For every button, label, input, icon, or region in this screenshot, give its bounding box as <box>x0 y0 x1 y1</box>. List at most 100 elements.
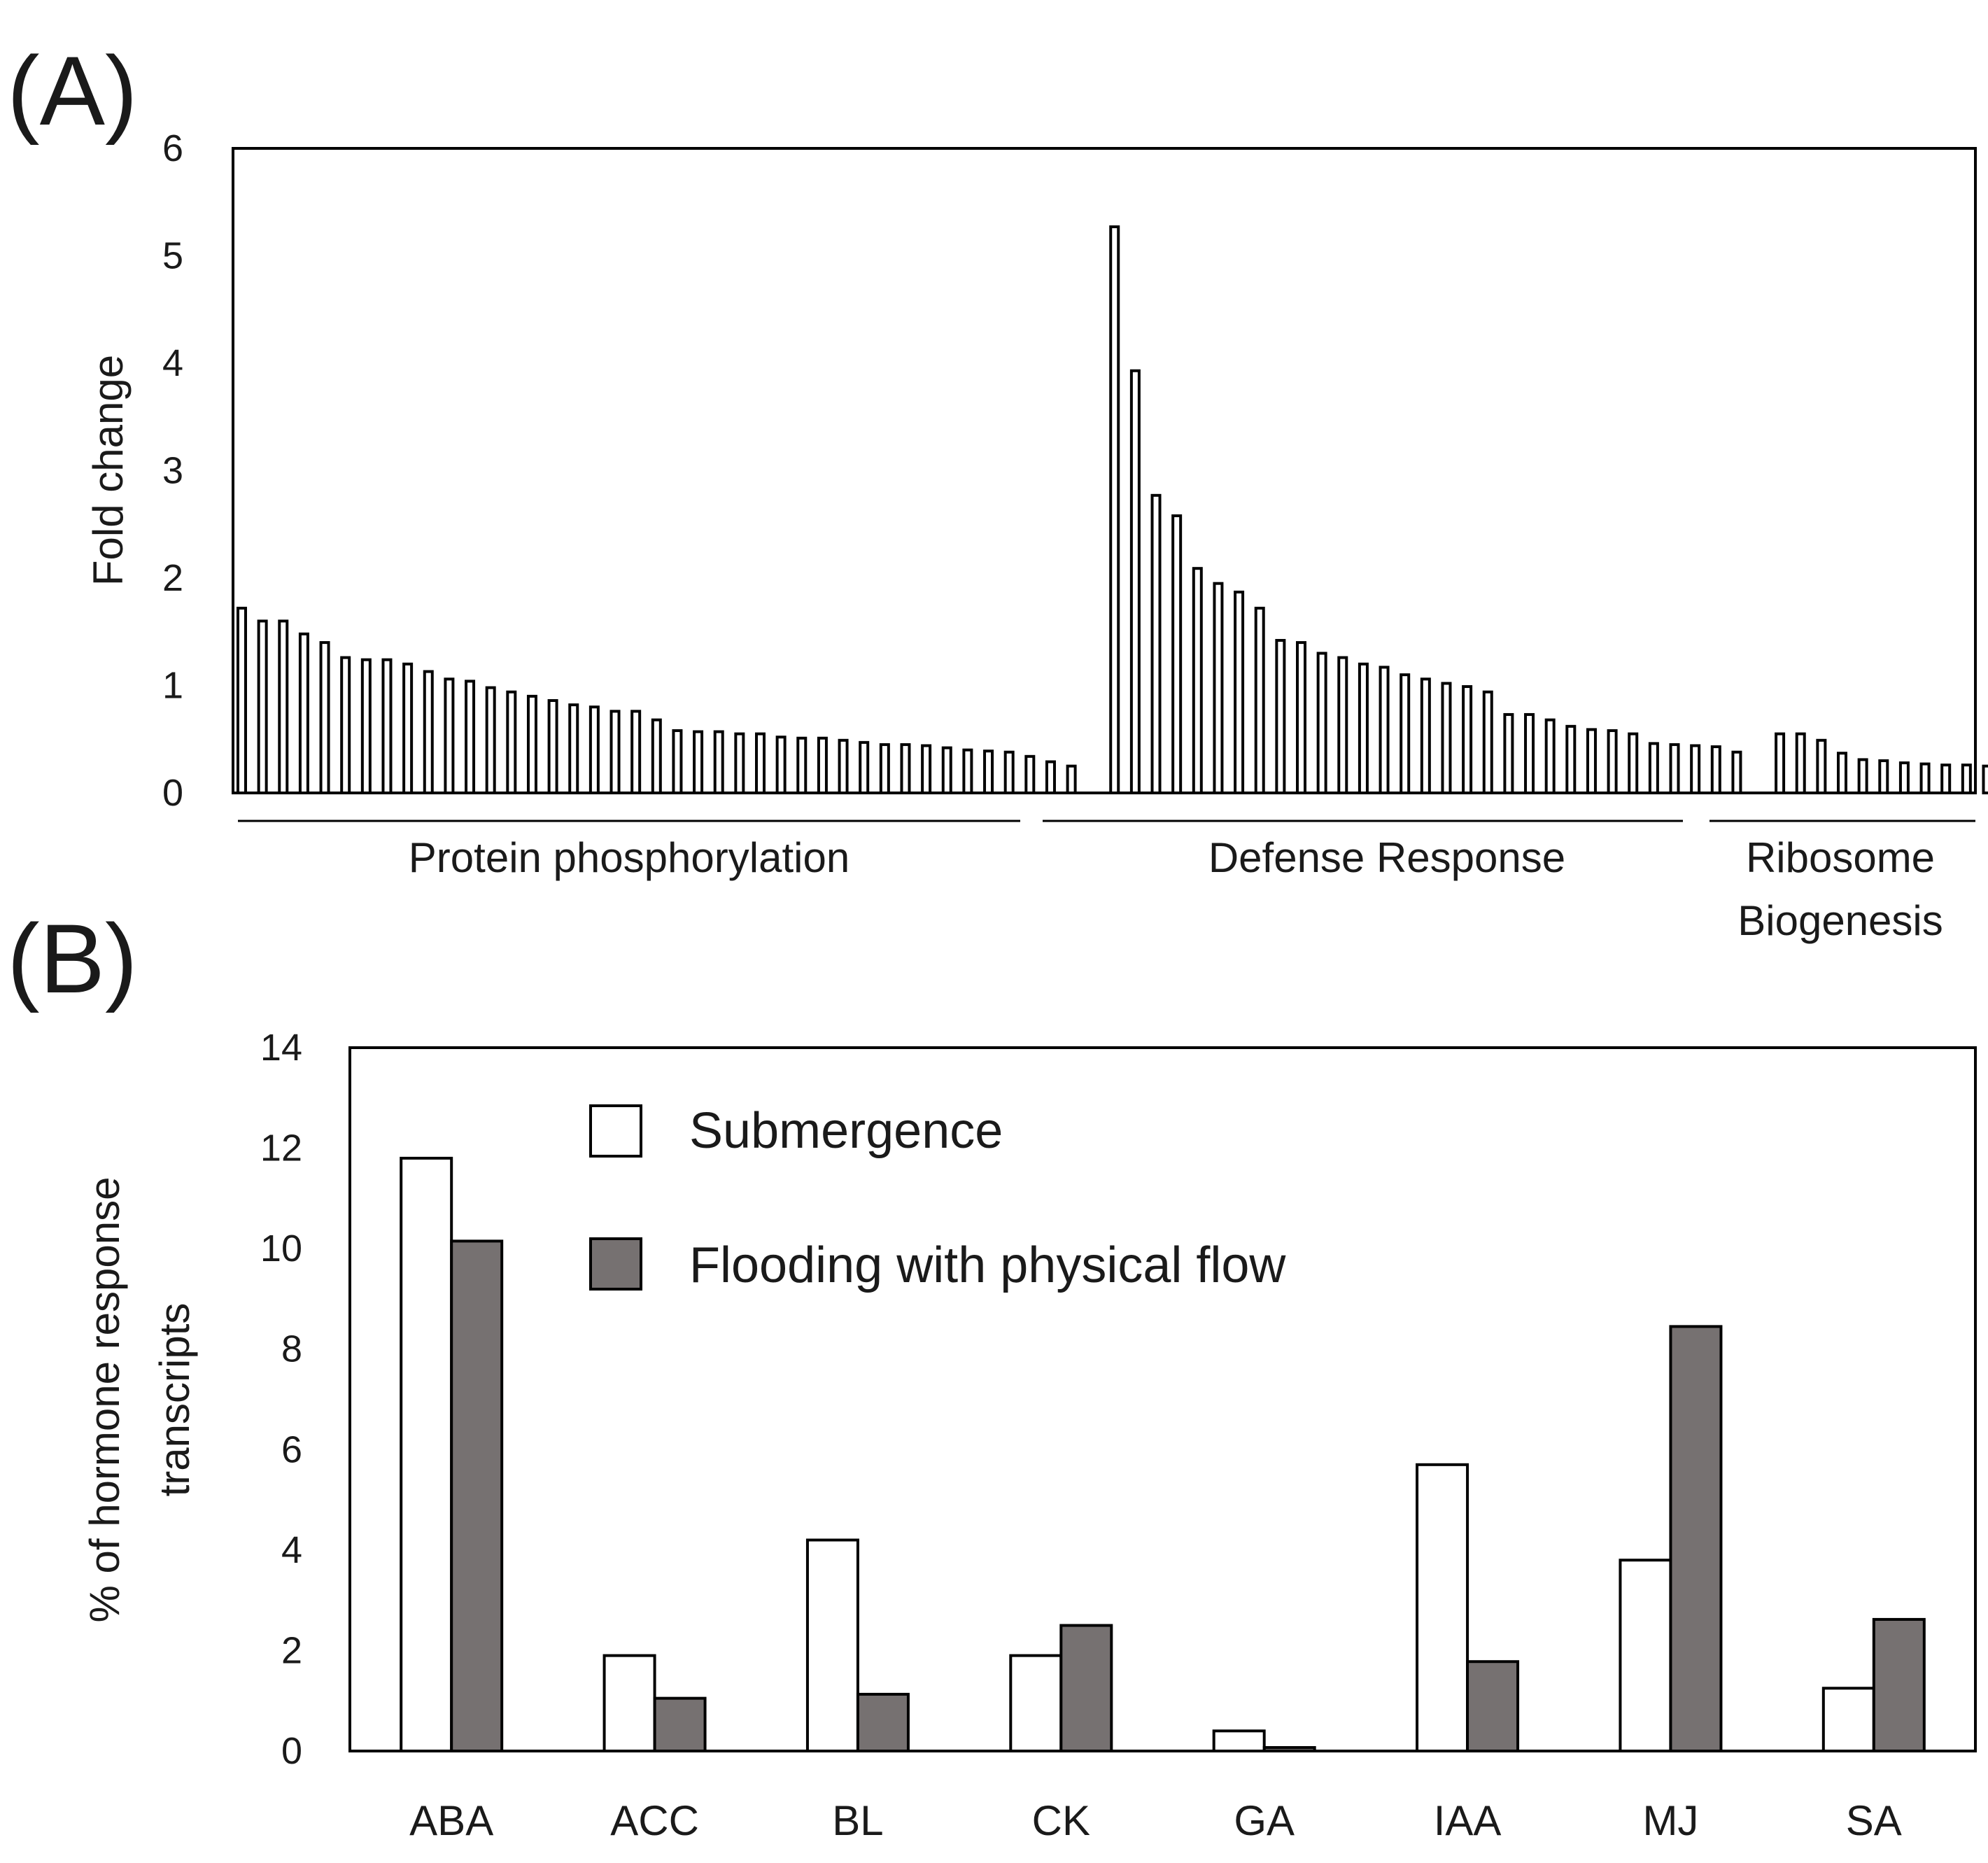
bar-flooding-ga <box>1262 1745 1316 1753</box>
x-tick-label-bl: BL <box>832 1797 883 1844</box>
panel-a-bar-group-3 <box>1898 761 1910 795</box>
panel-a-y-tick-label: 1 <box>162 665 183 707</box>
panel-a-y-tick-label: 6 <box>162 127 183 169</box>
bar-submergence-iaa <box>1416 1463 1469 1753</box>
panel-a-bar-group-2 <box>1296 641 1306 794</box>
panel-a-bars <box>237 225 1988 795</box>
group-label-protein-phosphorylation: Protein phosphorylation <box>409 834 850 881</box>
panel-a-bar-group-2 <box>1316 652 1327 795</box>
bar-flooding-sa <box>1872 1617 1926 1752</box>
panel-a-bar-group-2 <box>1669 743 1680 795</box>
panel-a-bar-group-1 <box>775 736 787 795</box>
panel-a-bar-group-1 <box>817 736 828 794</box>
panel-a-plot-frame <box>232 147 1977 794</box>
panel-a-bar-group-1 <box>340 656 351 795</box>
panel-a-bar-group-2 <box>1420 677 1431 794</box>
panel-a-bar-group-3 <box>1857 758 1868 795</box>
panel-a-bar-group-1 <box>941 746 952 795</box>
panel-a-bar-group-1 <box>485 686 496 794</box>
panel-a-bar-group-2 <box>1565 724 1577 794</box>
panel-a-bar-group-1 <box>506 690 517 795</box>
panel-a-bar-group-1 <box>879 743 890 795</box>
x-tick-label-mj: MJ <box>1642 1797 1698 1844</box>
panel-a-bar-group-2 <box>1544 718 1556 794</box>
panel-a-bar-group-3 <box>1816 738 1827 795</box>
bar-submergence-mj <box>1619 1559 1672 1753</box>
panel-b-y-tick-label: 10 <box>260 1228 302 1270</box>
panel-b-y-tick-label: 6 <box>281 1428 302 1470</box>
group-label-ribosome-line-2: Biogenesis <box>1737 897 1943 944</box>
bar-submergence-ga <box>1212 1729 1266 1752</box>
panel-a-bar-group-2 <box>1400 673 1411 795</box>
panel-b: (B) 0 2 4 6 8 10 12 14 % of hormone response tr… <box>7 904 1977 1844</box>
panel-a-bar-group-2 <box>1129 369 1141 794</box>
panel-a-label: (A) <box>7 36 138 146</box>
panel-b-label: (B) <box>7 904 138 1013</box>
x-tick-label-aba: ABA <box>409 1797 493 1844</box>
panel-a-bar-group-2 <box>1441 682 1452 794</box>
panel-a-bar-group-2 <box>1150 493 1162 794</box>
panel-a-bar-group-1 <box>796 736 808 794</box>
panel-a-bar-group-1 <box>381 658 393 794</box>
panel-a-bar-group-1 <box>1003 750 1015 795</box>
panel-a-bar-group-1 <box>1024 754 1036 795</box>
panel-a-bar-group-1 <box>237 606 247 794</box>
panel-a-bar-group-1 <box>900 743 911 795</box>
panel-a-bar-group-2 <box>1275 639 1286 795</box>
panel-b-y-axis-title-line-1: % of hormone response <box>81 1176 128 1622</box>
panel-a-bar-group-1 <box>630 710 642 795</box>
panel-a-bar-group-1 <box>526 694 537 794</box>
panel-a-bar-group-3 <box>1775 732 1786 794</box>
panel-a-bar-group-2 <box>1586 728 1597 795</box>
x-tick-label-ga: GA <box>1234 1797 1295 1844</box>
legend-label-submergence: Submergence <box>689 1103 1003 1159</box>
panel-b-y-tick-label: 14 <box>260 1027 302 1069</box>
panel-b-y-tick-label: 12 <box>260 1127 302 1169</box>
panel-a-bar-group-1 <box>1045 760 1056 794</box>
panel-a-bar-group-2 <box>1462 685 1473 794</box>
panel-a-bar-group-1 <box>298 632 309 794</box>
panel-a-bar-group-2 <box>1607 729 1618 794</box>
panel-a-bar-group-1 <box>713 730 724 795</box>
panel-a-bar-group-1 <box>651 718 662 794</box>
panel-a-bar-group-2 <box>1234 590 1245 795</box>
panel-a-bar-group-1 <box>838 738 849 795</box>
panel-a-bar-group-3 <box>1961 764 1972 794</box>
panel-a-bar-group-1 <box>547 698 558 794</box>
panel-a: (A) 0 1 2 3 4 5 6 Fold change Protein phosphor… <box>7 36 1988 944</box>
panel-a-y-tick-label: 2 <box>162 557 183 599</box>
panel-a-bar-group-1 <box>859 740 870 794</box>
panel-a-y-tick-label: 4 <box>162 342 183 384</box>
panel-a-bar-group-3 <box>1878 759 1889 794</box>
bar-submergence-acc <box>602 1654 656 1753</box>
panel-a-bar-group-1 <box>588 705 600 795</box>
panel-a-bar-group-2 <box>1358 662 1369 794</box>
panel-a-bar-group-1 <box>755 732 766 794</box>
panel-b-y-axis: 0 2 4 6 8 10 12 14 <box>260 1027 302 1772</box>
panel-a-bar-group-1 <box>962 748 973 794</box>
panel-a-bar-group-2 <box>1482 690 1493 795</box>
panel-a-bar-group-1 <box>609 710 621 795</box>
panel-b-plot-frame <box>348 1046 1977 1752</box>
panel-a-bar-group-2 <box>1710 745 1721 794</box>
panel-a-y-tick-label: 5 <box>162 235 183 277</box>
panel-a-bar-group-3 <box>1982 764 1988 794</box>
panel-a-bar-group-2 <box>1731 750 1742 795</box>
panel-a-bar-group-2 <box>1109 225 1120 794</box>
panel-b-y-tick-label: 8 <box>281 1328 302 1370</box>
panel-a-bar-group-2 <box>1690 744 1701 794</box>
panel-a-bar-group-2 <box>1628 732 1639 794</box>
panel-a-bar-group-1 <box>672 729 683 794</box>
x-tick-label-acc: ACC <box>610 1797 699 1844</box>
panel-a-bar-group-3 <box>1940 764 1952 794</box>
x-tick-label-ck: CK <box>1032 1797 1090 1844</box>
panel-a-bar-group-1 <box>921 744 932 794</box>
legend-label-flooding: Flooding with physical flow <box>689 1237 1286 1293</box>
panel-a-bar-group-1 <box>693 730 704 795</box>
bar-submergence-bl <box>805 1538 859 1752</box>
x-tick-label-sa: SA <box>1846 1797 1902 1844</box>
group-label-defense-response: Defense Response <box>1208 834 1565 881</box>
bar-submergence-sa <box>1821 1687 1875 1752</box>
panel-a-bar-group-1 <box>423 670 434 794</box>
panel-b-y-axis-title-line-2: transcripts <box>151 1303 198 1497</box>
